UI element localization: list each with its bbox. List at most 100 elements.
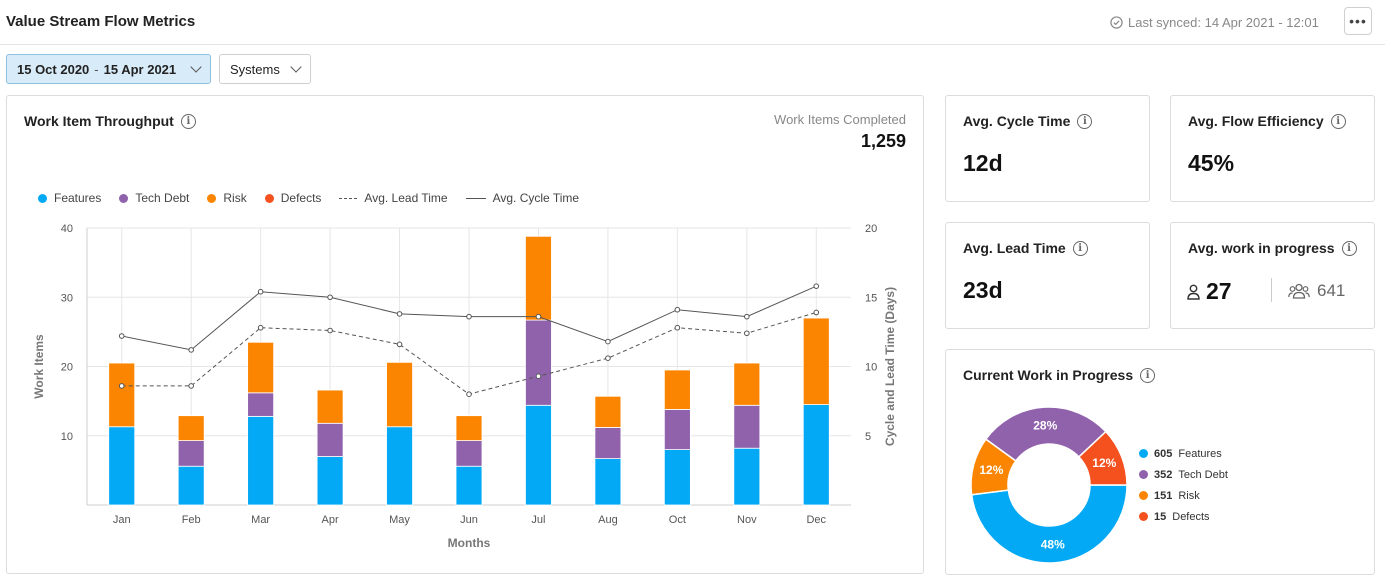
x-tick-label: Aug	[598, 514, 618, 526]
x-tick-label: Oct	[669, 514, 686, 526]
legend-swatch	[1139, 491, 1148, 500]
x-tick-label: Mar	[251, 514, 270, 526]
legend-item-tech-debt[interactable]: Tech Debt	[119, 191, 189, 205]
systems-label: Systems	[230, 61, 280, 77]
wip-title-text: Avg. work in progress	[1188, 240, 1335, 256]
work-items-completed-value: 1,259	[860, 131, 906, 151]
donut-legend-label: Risk	[1178, 489, 1200, 502]
donut-legend-item-features[interactable]: 605 Features	[1139, 443, 1228, 464]
bar-segment-risk	[177, 415, 205, 441]
x-tick-label: Jan	[113, 514, 131, 526]
y2-tick-label: 5	[865, 431, 871, 443]
cycle-time-title: Avg. Cycle Time i	[963, 113, 1093, 129]
x-axis-label: Months	[448, 536, 491, 550]
info-icon[interactable]: i	[1077, 113, 1093, 129]
lead-time-point	[396, 341, 403, 348]
cycle-time-point	[118, 333, 125, 339]
bar-segment-risk	[733, 362, 761, 406]
info-icon[interactable]: i	[1072, 240, 1088, 256]
sync-status: Last synced: 14 Apr 2021 - 12:01	[1110, 15, 1319, 30]
x-tick-label: Jun	[460, 514, 478, 526]
date-range-picker[interactable]: 15 Oct 2020 - 15 Apr 2021	[6, 54, 211, 84]
donut-legend-count: 151	[1154, 489, 1173, 502]
page-title: Value Stream Flow Metrics	[6, 13, 196, 30]
x-tick-label: Nov	[737, 514, 757, 526]
y2-tick-label: 15	[865, 292, 877, 304]
legend-item-cycle-time[interactable]: Avg. Cycle Time	[465, 191, 579, 205]
info-icon[interactable]: i	[1330, 113, 1346, 129]
cycle-time-title-text: Avg. Cycle Time	[963, 113, 1071, 129]
flow-efficiency-value: 45%	[1188, 150, 1235, 176]
legend-item-features[interactable]: Features	[38, 191, 101, 205]
bar-segment-tech-debt	[316, 422, 344, 457]
chart-legend: Features Tech Debt Risk Defects Avg. Lea…	[38, 191, 579, 205]
more-icon: •••	[1349, 13, 1367, 29]
lead-time-point	[744, 330, 750, 337]
donut-slice-label: 28%	[1033, 419, 1057, 433]
donut-legend-label: Features	[1178, 447, 1222, 460]
cycle-time-point	[257, 288, 264, 295]
wip-values: 27 641	[1187, 278, 1367, 308]
donut-slice-features	[970, 484, 1128, 564]
donut-legend-count: 352	[1154, 468, 1173, 481]
lead-time-point	[257, 324, 264, 331]
lead-time-point	[327, 327, 333, 334]
lead-time-point	[535, 373, 542, 379]
work-items-completed-label: Work Items Completed	[774, 112, 906, 127]
donut-slice-label: 12%	[1092, 456, 1116, 470]
x-tick-label: Jul	[531, 514, 545, 526]
legend-swatch	[1139, 512, 1148, 521]
date-start: 15 Oct 2020	[17, 61, 90, 77]
legend-label: Avg. Lead Time	[364, 191, 448, 205]
donut-slice-tech-debt	[984, 406, 1107, 462]
donut-legend-label: Defects	[1172, 510, 1210, 523]
wip-team: 641	[1288, 281, 1345, 301]
donut-legend-item-risk[interactable]: 151 Risk	[1139, 485, 1228, 506]
user-icon	[1187, 284, 1200, 300]
y2-tick-label: 10	[865, 362, 877, 374]
info-icon[interactable]: i	[1140, 367, 1156, 383]
bar-segment-risk	[663, 369, 691, 410]
legend-swatch	[1139, 470, 1148, 479]
bar-segment-risk	[594, 395, 622, 428]
y-tick-label: 10	[61, 431, 73, 443]
y2-tick-label: 20	[865, 223, 877, 235]
throughput-title-text: Work Item Throughput	[24, 113, 174, 129]
flow-efficiency-title-text: Avg. Flow Efficiency	[1188, 113, 1324, 129]
donut-slice-label: 48%	[1041, 537, 1065, 551]
info-icon[interactable]: i	[1341, 240, 1357, 256]
legend-swatch	[207, 193, 217, 203]
bar-segment-features	[247, 415, 275, 506]
cycle-time-point	[396, 311, 403, 317]
legend-item-risk[interactable]: Risk	[207, 191, 247, 205]
donut-legend-item-tech-debt[interactable]: 352 Tech Debt	[1139, 464, 1228, 485]
date-end: 15 Apr 2021	[103, 61, 177, 77]
legend-item-defects[interactable]: Defects	[264, 191, 321, 205]
cycle-time-value: 12d	[963, 150, 1003, 176]
bar-segment-tech-debt	[594, 427, 622, 460]
check-circle-icon	[1110, 16, 1123, 29]
bar-segment-features	[455, 465, 483, 506]
bar-segment-features	[663, 449, 691, 506]
donut-chart: 48% 12% 28% 12%	[970, 406, 1128, 564]
flow-efficiency-title: Avg. Flow Efficiency i	[1188, 113, 1346, 129]
bar-segment-features	[316, 456, 344, 506]
current-wip-title-text: Current Work in Progress	[963, 367, 1134, 383]
cycle-time-point	[744, 313, 750, 320]
bar-segment-risk	[316, 389, 344, 424]
info-icon[interactable]: i	[180, 113, 196, 129]
donut-legend-item-defects[interactable]: 15 Defects	[1139, 506, 1228, 527]
x-tick-label: Dec	[806, 514, 826, 526]
bar-segment-risk	[247, 341, 275, 394]
donut-legend-label: Tech Debt	[1178, 468, 1228, 481]
systems-dropdown[interactable]: Systems	[219, 54, 311, 84]
y2-axis-label: Cycle and Lead Time (Days)	[883, 287, 897, 446]
throughput-title: Work Item Throughput i	[24, 113, 196, 129]
cycle-time-point	[674, 306, 681, 313]
more-options-button[interactable]: •••	[1344, 7, 1372, 35]
throughput-chart: 10 20 30 40 5 10 15 20 Jan Feb Mar Apr May Jun Jul Aug O…	[32, 223, 897, 550]
cycle-time-point	[813, 283, 820, 289]
donut-legend-count: 15	[1154, 510, 1167, 523]
legend-item-lead-time[interactable]: Avg. Lead Time	[339, 191, 448, 205]
cycle-time-card: Avg. Cycle Time i 12d	[945, 95, 1150, 202]
